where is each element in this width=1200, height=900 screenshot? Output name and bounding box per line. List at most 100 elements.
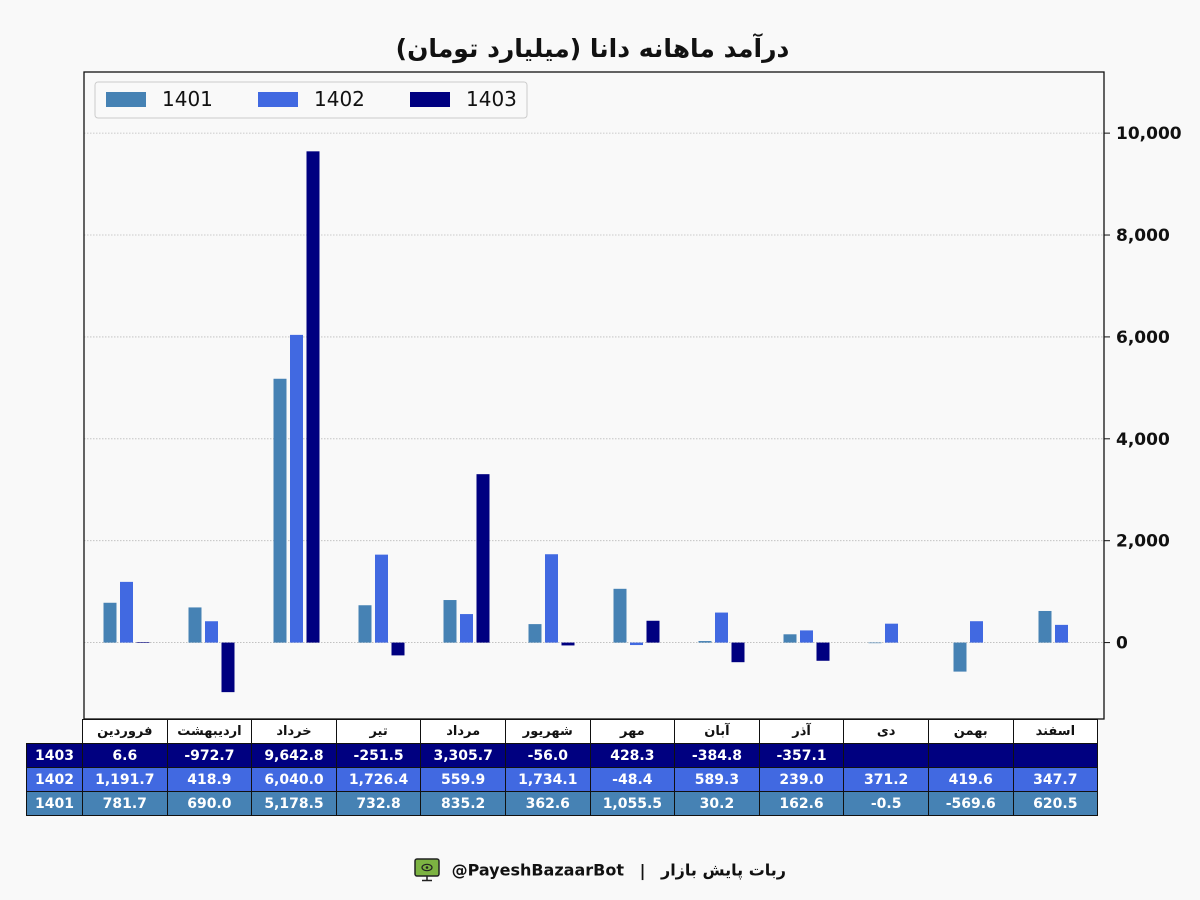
table-header-cell: آذر xyxy=(758,719,845,744)
table-row-1403: 1403 6.6 -972.7 9,642.8 -251.5 3,305.7 -… xyxy=(26,743,1099,768)
table-cell: 6.6 xyxy=(82,743,168,768)
bar-1403 xyxy=(816,642,830,661)
chart-title: درآمد ماهانه دانا (میلیارد تومان) xyxy=(395,34,790,63)
bar-1403 xyxy=(221,642,235,693)
table-cell: 1,726.4 xyxy=(335,767,422,792)
table-cell xyxy=(843,743,929,768)
bar-1401 xyxy=(698,641,712,643)
footer-handle: @PayeshBazaarBot xyxy=(451,860,624,880)
table-row-1401: 1401 781.7 690.0 5,178.5 732.8 835.2 362… xyxy=(26,791,1099,816)
bar-1402 xyxy=(1055,624,1068,643)
table-cell: 371.2 xyxy=(843,767,929,792)
bar-1401 xyxy=(613,588,627,643)
bar-1403 xyxy=(646,620,660,643)
table-cell: -0.5 xyxy=(843,791,929,816)
footer-separator: | xyxy=(639,860,646,880)
table-cell: -56.0 xyxy=(504,743,591,768)
table-row-1402: 1402 1,191.7 418.9 6,040.0 1,726.4 559.9… xyxy=(26,767,1099,792)
table-cell: 732.8 xyxy=(335,791,422,816)
table-cell: 362.6 xyxy=(504,791,591,816)
bar-1403 xyxy=(391,642,405,656)
table-row-label: 1402 xyxy=(26,767,83,792)
table-cell: 690.0 xyxy=(166,791,253,816)
table-header-cell: تیر xyxy=(335,719,422,744)
bar-1401 xyxy=(528,624,542,643)
table-cell: 162.6 xyxy=(758,791,845,816)
monitor-icon xyxy=(414,858,440,882)
bar-1403 xyxy=(731,642,745,663)
y-tick-label: 2,000 xyxy=(1116,532,1170,552)
legend-swatch-1401 xyxy=(106,92,146,107)
table-cell: 418.9 xyxy=(166,767,253,792)
legend-label-1402: 1402 xyxy=(314,87,365,111)
y-tick-label: 10,000 xyxy=(1116,124,1182,144)
bar-1401 xyxy=(273,378,287,643)
legend-swatch-1403 xyxy=(410,92,450,107)
table-cell: 5,178.5 xyxy=(251,791,337,816)
table-cell: 428.3 xyxy=(589,743,676,768)
bar-1402 xyxy=(800,630,813,643)
plot-area xyxy=(84,72,1104,719)
bar-1401 xyxy=(783,634,797,643)
table-cell: 6,040.0 xyxy=(251,767,337,792)
table-cell: 620.5 xyxy=(1012,791,1099,816)
bar-1403 xyxy=(476,474,490,643)
y-tick-label: 8,000 xyxy=(1116,226,1170,246)
bar-1403 xyxy=(306,151,320,643)
bar-1401 xyxy=(103,602,117,643)
table-cell xyxy=(927,743,1014,768)
table-cell: 781.7 xyxy=(82,791,168,816)
table-row-label: 1401 xyxy=(26,791,83,816)
table-header-cell: مهر xyxy=(589,719,676,744)
bar-1401 xyxy=(358,605,372,643)
table-header-cell: خرداد xyxy=(251,719,337,744)
bar-1402 xyxy=(205,621,218,643)
bar-1402 xyxy=(375,554,388,643)
table-header-cell: شهریور xyxy=(504,719,591,744)
table-header-cell: دی xyxy=(843,719,929,744)
y-tick-label: 4,000 xyxy=(1116,430,1170,450)
table-cell: -357.1 xyxy=(758,743,845,768)
table-cell: 9,642.8 xyxy=(251,743,337,768)
table-row-label: 1403 xyxy=(26,743,83,768)
table-cell: -251.5 xyxy=(335,743,422,768)
table-cell: -48.4 xyxy=(589,767,676,792)
bar-1402 xyxy=(545,554,558,643)
bar-1403 xyxy=(561,642,575,646)
table-header-cell: بهمن xyxy=(927,719,1014,744)
bar-1401 xyxy=(868,642,882,644)
bar-1402 xyxy=(970,621,983,643)
table-cell: -972.7 xyxy=(166,743,253,768)
table-cell: 30.2 xyxy=(674,791,760,816)
y-tick-label: 6,000 xyxy=(1116,328,1170,348)
table-cell: 1,191.7 xyxy=(82,767,168,792)
table-corner xyxy=(26,719,83,744)
bar-1403 xyxy=(136,642,150,643)
legend-label-1403: 1403 xyxy=(466,87,517,111)
table-header-row: فروردین اردیبهشت خرداد تیر مرداد شهریور … xyxy=(26,719,1099,744)
bar-1402 xyxy=(630,642,643,646)
table-cell: 1,055.5 xyxy=(589,791,676,816)
y-tick-label: 0 xyxy=(1116,634,1128,654)
bar-1401 xyxy=(1038,610,1052,643)
table-cell: 419.6 xyxy=(927,767,1014,792)
bar-1401 xyxy=(953,642,967,672)
table-cell: 239.0 xyxy=(758,767,845,792)
table-header-cell: آبان xyxy=(674,719,760,744)
legend-box xyxy=(94,81,528,119)
table-cell: -569.6 xyxy=(927,791,1014,816)
bar-1402 xyxy=(715,612,728,643)
table-cell: 3,305.7 xyxy=(420,743,506,768)
table-cell: 1,734.1 xyxy=(504,767,591,792)
legend-swatch-1402 xyxy=(258,92,298,107)
bar-1402 xyxy=(885,623,898,643)
table-cell: 347.7 xyxy=(1012,767,1099,792)
table-header-cell: اردیبهشت xyxy=(166,719,253,744)
data-table: فروردین اردیبهشت خرداد تیر مرداد شهریور … xyxy=(26,719,1099,816)
table-cell: -384.8 xyxy=(674,743,760,768)
table-header-cell: اسفند xyxy=(1012,719,1099,744)
table-cell xyxy=(1012,743,1099,768)
table-cell: 559.9 xyxy=(420,767,506,792)
legend-label-1401: 1401 xyxy=(162,87,213,111)
bar-1401 xyxy=(443,600,457,643)
